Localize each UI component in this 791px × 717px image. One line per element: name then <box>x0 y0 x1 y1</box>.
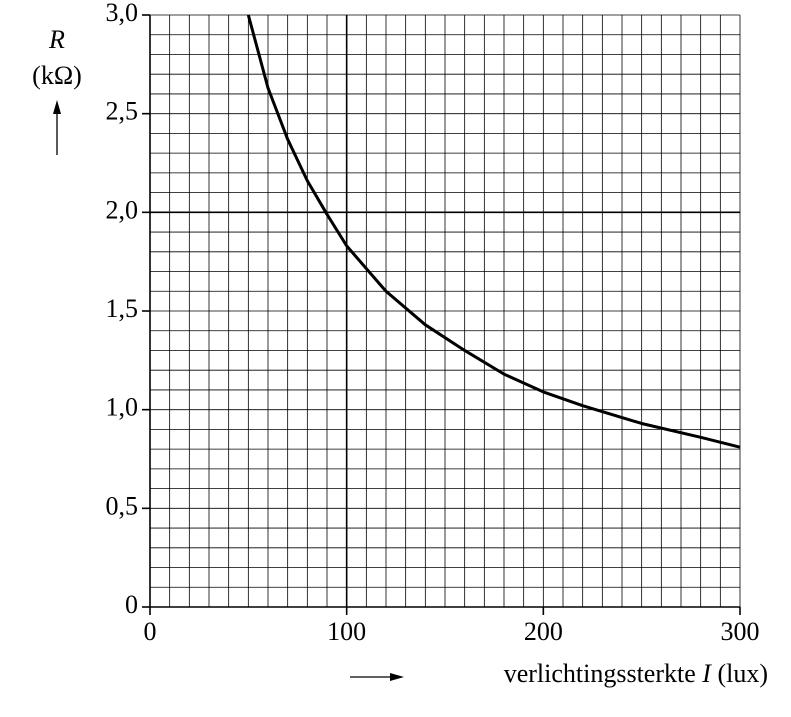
y-arrow <box>53 100 61 155</box>
y-tick-label: 1,0 <box>106 393 139 422</box>
x-tick-label: 300 <box>721 617 760 646</box>
x-tick-label: 100 <box>327 617 366 646</box>
x-axis-unit: (lux) <box>717 659 768 688</box>
x-axis-label: verlichtingssterkte I (lux) <box>504 659 768 688</box>
y-tick-label: 0,5 <box>106 491 139 520</box>
x-axis-title: verlichtingssterkte <box>504 659 696 688</box>
y-axis-label: R <box>48 25 65 54</box>
x-tick-label: 0 <box>144 617 157 646</box>
curve <box>246 14 741 449</box>
y-tick-label: 1,5 <box>106 294 139 323</box>
x-axis-symbol: I <box>701 659 712 688</box>
y-tick-label: 2,5 <box>106 97 139 126</box>
y-axis-unit: (kΩ) <box>32 61 82 90</box>
y-tick-label: 0 <box>125 590 138 619</box>
y-tick-label: 3,0 <box>106 0 139 27</box>
x-arrow <box>350 673 404 681</box>
y-tick-label: 2,0 <box>106 195 139 224</box>
x-tick-label: 200 <box>524 617 563 646</box>
